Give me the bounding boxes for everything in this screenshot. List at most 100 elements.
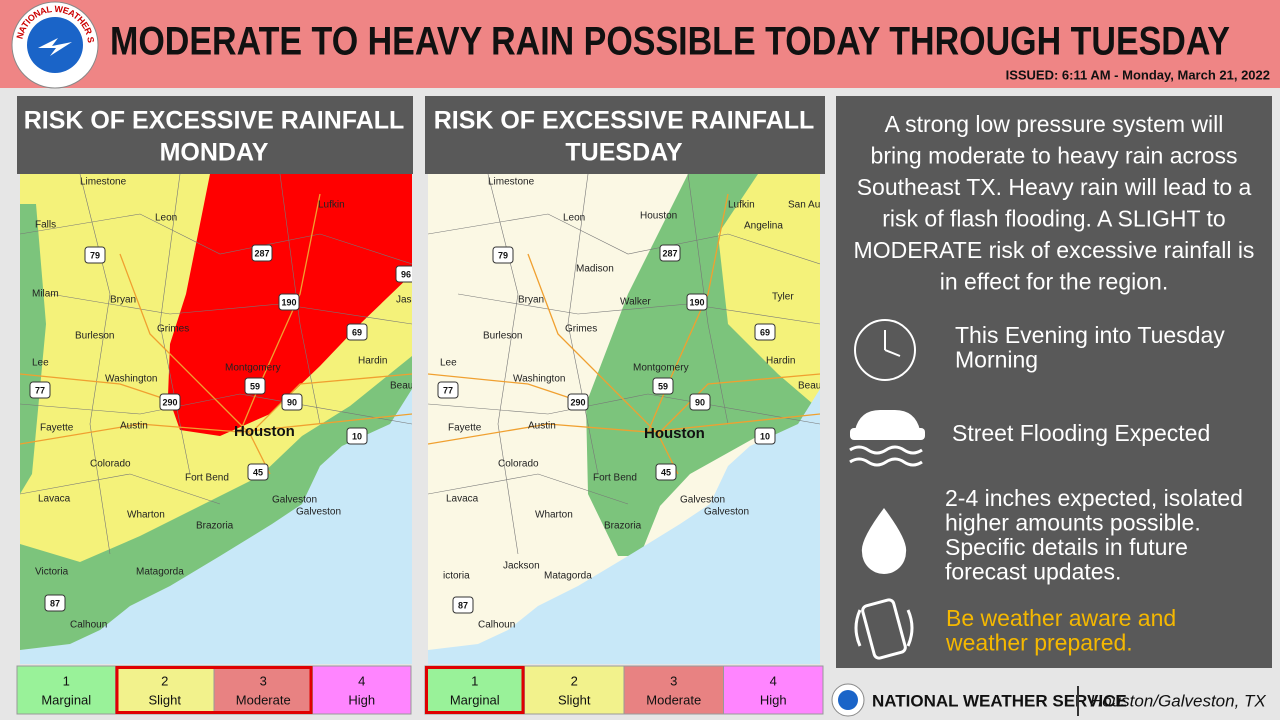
highway-label: 45 <box>661 467 671 477</box>
highway-label: 45 <box>253 467 263 477</box>
map-label: Galveston <box>272 495 317 506</box>
panel: Limestone Falls Leon Lufkin 79 287 Milam Bryan G… <box>17 96 433 664</box>
issued: ISSUED: 6:11 AM - Monday, March 21, 2022 <box>1006 67 1270 82</box>
highway-label: 69 <box>352 327 362 337</box>
highway-shield <box>247 463 269 481</box>
map-label: Leon <box>155 213 177 224</box>
risk-cell <box>16 665 116 715</box>
map-label: Bryan <box>110 295 136 306</box>
risk-level: 1 <box>471 673 478 688</box>
highway-label: 290 <box>162 397 177 407</box>
map-label: Wharton <box>535 510 573 521</box>
highway-label: 77 <box>443 385 453 395</box>
highway-label: 87 <box>458 600 468 610</box>
highway-shield <box>437 381 459 399</box>
map-label: Washington <box>105 374 157 385</box>
map-label: Grimes <box>157 324 189 335</box>
map-label: Galveston <box>704 507 749 518</box>
map-label: Austin <box>528 421 556 432</box>
map-label: Hardin <box>358 356 387 367</box>
item-line: Street Flooding Expected <box>952 420 1210 446</box>
map-label: Limestone <box>488 177 535 188</box>
map-label: Fort Bend <box>185 473 229 484</box>
map-label: Lufkin <box>728 200 755 211</box>
risk-level: 2 <box>571 673 578 688</box>
highway-shield <box>492 246 514 264</box>
panel-title: RISK OF EXCESSIVE RAINFALL <box>434 107 815 135</box>
map-label: Brazoria <box>196 521 234 532</box>
panel: Limestone Leon Houston Lufkin San Augusti Ang… <box>425 96 841 664</box>
map-label: Lee <box>440 358 457 369</box>
risk-label: Marginal <box>41 692 91 707</box>
drop-icon <box>861 508 907 574</box>
item-line: Be weather aware and <box>946 605 1176 631</box>
title: MODERATE TO HEAVY RAIN POSSIBLE TODAY TH… <box>110 20 1230 64</box>
highway-shield <box>754 427 776 445</box>
risk-label: Slight <box>148 692 181 707</box>
map-label: Wharton <box>127 510 165 521</box>
map-label: Lufkin <box>318 200 345 211</box>
highway-shield <box>346 427 368 445</box>
map-label: Fort Bend <box>593 473 637 484</box>
risk-highlight <box>115 666 313 714</box>
item-line: higher amounts possible. <box>945 510 1201 536</box>
item-line: forecast updates. <box>945 559 1121 585</box>
clock-icon <box>854 319 916 381</box>
risk-level: 2 <box>161 673 168 688</box>
highway-label: 287 <box>662 248 677 258</box>
map-label: Lavaca <box>446 494 479 505</box>
map-label: Fayette <box>40 423 74 434</box>
map-label: Lee <box>32 358 49 369</box>
map-label: Burleson <box>483 331 522 342</box>
highway-label: 96 <box>401 269 411 279</box>
risk-cell <box>312 665 412 715</box>
phone-icon <box>854 598 914 660</box>
map-label: Tyler <box>772 292 794 303</box>
map-label: Matagorda <box>544 571 592 582</box>
risk-cell <box>213 665 313 715</box>
risk-level: 3 <box>670 673 677 688</box>
map-label: Madison <box>576 264 614 275</box>
panel-title: TUESDAY <box>565 139 682 167</box>
highway-label: 287 <box>254 248 269 258</box>
highway-shield <box>281 393 303 411</box>
highway-label: 79 <box>90 250 100 260</box>
map-label: Grimes <box>565 324 597 335</box>
risk-label: Moderate <box>646 692 701 707</box>
highway-shield <box>655 463 677 481</box>
map-label: San Augusti <box>788 200 841 211</box>
map-label: ictoria <box>443 571 470 582</box>
highway-label: 79 <box>498 250 508 260</box>
highway-shield <box>395 265 412 283</box>
description-line: A strong low pressure system will <box>885 111 1224 137</box>
map-label: Montgomery <box>633 363 689 374</box>
city-label: Houston <box>234 423 295 440</box>
map-label: Fayette <box>448 423 482 434</box>
highway-shield <box>754 323 776 341</box>
highway-shield <box>652 377 674 395</box>
map: Limestone Falls Leon Lufkin 79 287 Milam Bryan G… <box>20 174 433 664</box>
item-line: Specific details in future <box>945 534 1188 560</box>
risk-label: Moderate <box>236 692 291 707</box>
description-line: bring moderate to heavy rain across <box>871 143 1238 169</box>
risk-label: Marginal <box>450 692 500 707</box>
description-line: in effect for the region. <box>940 269 1168 295</box>
risk-level: 3 <box>260 673 267 688</box>
highway-shield <box>567 393 589 411</box>
highway-shield <box>346 323 368 341</box>
highway-shield <box>278 293 300 311</box>
highway-label: 10 <box>760 431 770 441</box>
map-label: Angelina <box>744 221 783 232</box>
map-label: Beaumon <box>390 381 433 392</box>
map: Limestone Leon Houston Lufkin San Augusti Ang… <box>428 174 841 664</box>
highway-shield <box>159 393 181 411</box>
panel-title: MONDAY <box>160 139 269 167</box>
map-label: Washington <box>513 374 565 385</box>
highway-label: 77 <box>35 385 45 395</box>
map-label: Bryan <box>518 295 544 306</box>
map-label: Montgomery <box>225 363 281 374</box>
highway-label: 59 <box>658 381 668 391</box>
item-line: weather prepared. <box>945 630 1133 656</box>
map-label: Walker <box>620 297 651 308</box>
